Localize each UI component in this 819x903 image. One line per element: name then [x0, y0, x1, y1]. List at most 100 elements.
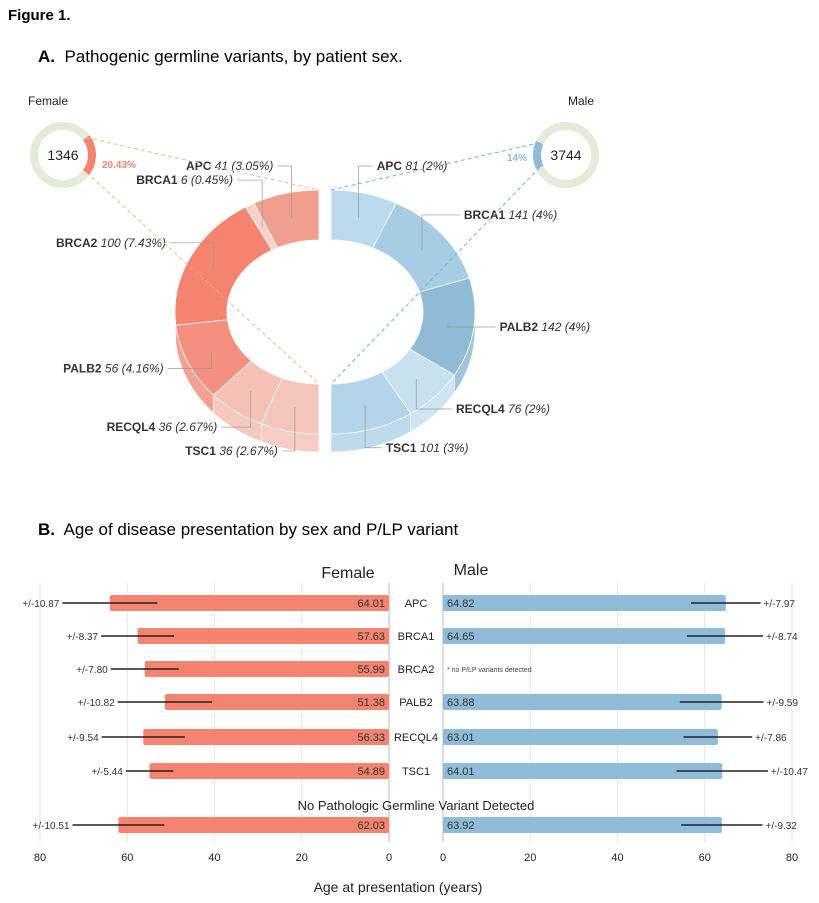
- gene-count: 101 (3%): [420, 441, 469, 455]
- x-tick-male: 0: [440, 852, 446, 864]
- sd-label-female: +/-7.80: [76, 665, 108, 676]
- sd-label-male: +/-9.32: [766, 821, 798, 832]
- gene-name: BRCA1: [136, 173, 181, 187]
- total-ring-female: 1346 20.43%: [30, 122, 136, 188]
- panel-b-letter: B.: [38, 520, 55, 539]
- donut-leader-line: [421, 214, 460, 251]
- bar-female: [109, 595, 389, 611]
- gene-name: APC: [186, 159, 215, 173]
- bar-value-male: 63.92: [447, 820, 475, 832]
- series-label-female: Female: [321, 565, 374, 582]
- donut-slice-label: BRCA1 6 (0.45%): [136, 173, 233, 187]
- bar-value-female: 51.38: [357, 697, 385, 709]
- x-tick-male: 80: [786, 852, 798, 864]
- donut-leader-line: [364, 404, 382, 449]
- sd-label-male: +/-10.47: [771, 767, 808, 778]
- panel-b-title: B. Age of disease presentation by sex an…: [38, 520, 458, 540]
- total-count-female: 1346: [47, 147, 78, 163]
- donut-leader-line: [281, 406, 296, 452]
- bar-value-male: 63.88: [447, 697, 475, 709]
- gene-name: TSC1: [185, 444, 219, 458]
- x-tick-female: 0: [386, 852, 392, 864]
- bar-male: [443, 763, 723, 779]
- donut-leader-line: [415, 379, 453, 410]
- bar-value-female: 62.03: [357, 820, 385, 832]
- donut-leader-line: [221, 391, 252, 428]
- connector-line: [86, 137, 320, 191]
- bar-value-female: 64.01: [357, 598, 385, 610]
- x-tick-female: 20: [296, 852, 308, 864]
- gene-count: 56 (4.16%): [105, 362, 164, 376]
- variant-share-label: 20.43%: [102, 160, 136, 171]
- category-label: BRCA1: [398, 631, 435, 643]
- x-tick-male: 60: [699, 852, 711, 864]
- total-count-male: 3744: [550, 147, 581, 163]
- total-ring-variant-arc: [82, 135, 96, 175]
- gene-count: 141 (4%): [509, 208, 558, 222]
- sd-label-male: +/-9.59: [767, 698, 799, 709]
- gene-name: RECQL4: [107, 420, 159, 434]
- sd-label-male: +/-7.86: [755, 733, 787, 744]
- sd-label-female: +/-10.87: [22, 599, 59, 610]
- bar-male: [443, 729, 718, 745]
- bar-female: [144, 661, 389, 677]
- gene-count: 100 (7.43%): [101, 236, 166, 250]
- bar-value-male: 64.01: [447, 766, 475, 778]
- x-tick-male: 20: [524, 852, 536, 864]
- donut-slice-label: BRCA1 141 (4%): [464, 208, 557, 222]
- gene-count: 36 (2.67%): [159, 420, 218, 434]
- bar-female: [137, 628, 389, 644]
- category-label: PALB2: [399, 697, 432, 709]
- donut-leader-line: [277, 165, 292, 218]
- donut-label-female: Female: [28, 94, 68, 108]
- donut-slice-tsc1: [330, 371, 412, 435]
- donut-leader-line: [358, 165, 373, 218]
- bar-female: [143, 729, 389, 745]
- donut-slice-label: APC 81 (2%): [377, 159, 448, 173]
- donut-leader-line: [170, 242, 214, 269]
- gene-count: 81 (2%): [405, 159, 447, 173]
- section-label-no-variant: No Pathologic Germline Variant Detected: [298, 798, 535, 813]
- sd-label-female: +/-9.54: [67, 733, 99, 744]
- gene-count: 36 (2.67%): [219, 444, 278, 458]
- figure-title: Figure 1.: [8, 7, 71, 24]
- connector-line: [330, 142, 540, 191]
- sd-label-female: +/-5.44: [91, 767, 123, 778]
- sd-label-female: +/-10.82: [78, 698, 115, 709]
- category-label: BRCA2: [398, 664, 435, 676]
- bar-female: [118, 817, 389, 833]
- series-label-male: Male: [454, 562, 489, 579]
- sd-label-female: +/-10.51: [33, 821, 70, 832]
- donut-slice-label: RECQL4 36 (2.67%): [107, 420, 218, 434]
- gene-count: 142 (4%): [541, 320, 590, 334]
- bar-value-male: 63.01: [447, 732, 475, 744]
- no-data-note: * no P/LP variants detected: [447, 667, 532, 674]
- gene-name: BRCA2: [56, 236, 101, 250]
- category-label: APC: [405, 598, 428, 610]
- donut-label-male: Male: [568, 94, 594, 108]
- panel-a-title: A. Pathogenic germline variants, by pati…: [38, 47, 403, 67]
- bar-male: [443, 628, 726, 644]
- donut-male: APC 81 (2%) BRCA1 141 (4%) PALB2 142 (4%) R…: [330, 142, 590, 455]
- category-label: TSC1: [402, 766, 430, 778]
- gene-name: PALB2: [500, 320, 542, 334]
- x-tick-female: 60: [121, 852, 133, 864]
- bar-male: [443, 817, 722, 833]
- donut-slice-label: PALB2 142 (4%): [500, 320, 590, 334]
- x-tick-female: 40: [208, 852, 220, 864]
- panel-b-title-text: Age of disease presentation by sex and P…: [63, 520, 459, 539]
- bar-value-female: 56.33: [357, 732, 385, 744]
- bar-male: [443, 595, 726, 611]
- panel-a-letter: A.: [38, 47, 55, 66]
- donut-slice-label: RECQL4 76 (2%): [456, 402, 550, 416]
- bar-value-female: 57.63: [357, 631, 385, 643]
- gene-name: BRCA1: [464, 208, 509, 222]
- total-ring-male: 3744 14%: [507, 122, 599, 188]
- bar-value-female: 54.89: [357, 766, 385, 778]
- donut-slice-label: TSC1 101 (3%): [386, 441, 469, 455]
- gene-count: 76 (2%): [508, 402, 550, 416]
- sd-label-male: +/-8.74: [766, 632, 798, 643]
- gene-name: TSC1: [386, 441, 420, 455]
- donut-leader-line: [447, 324, 496, 328]
